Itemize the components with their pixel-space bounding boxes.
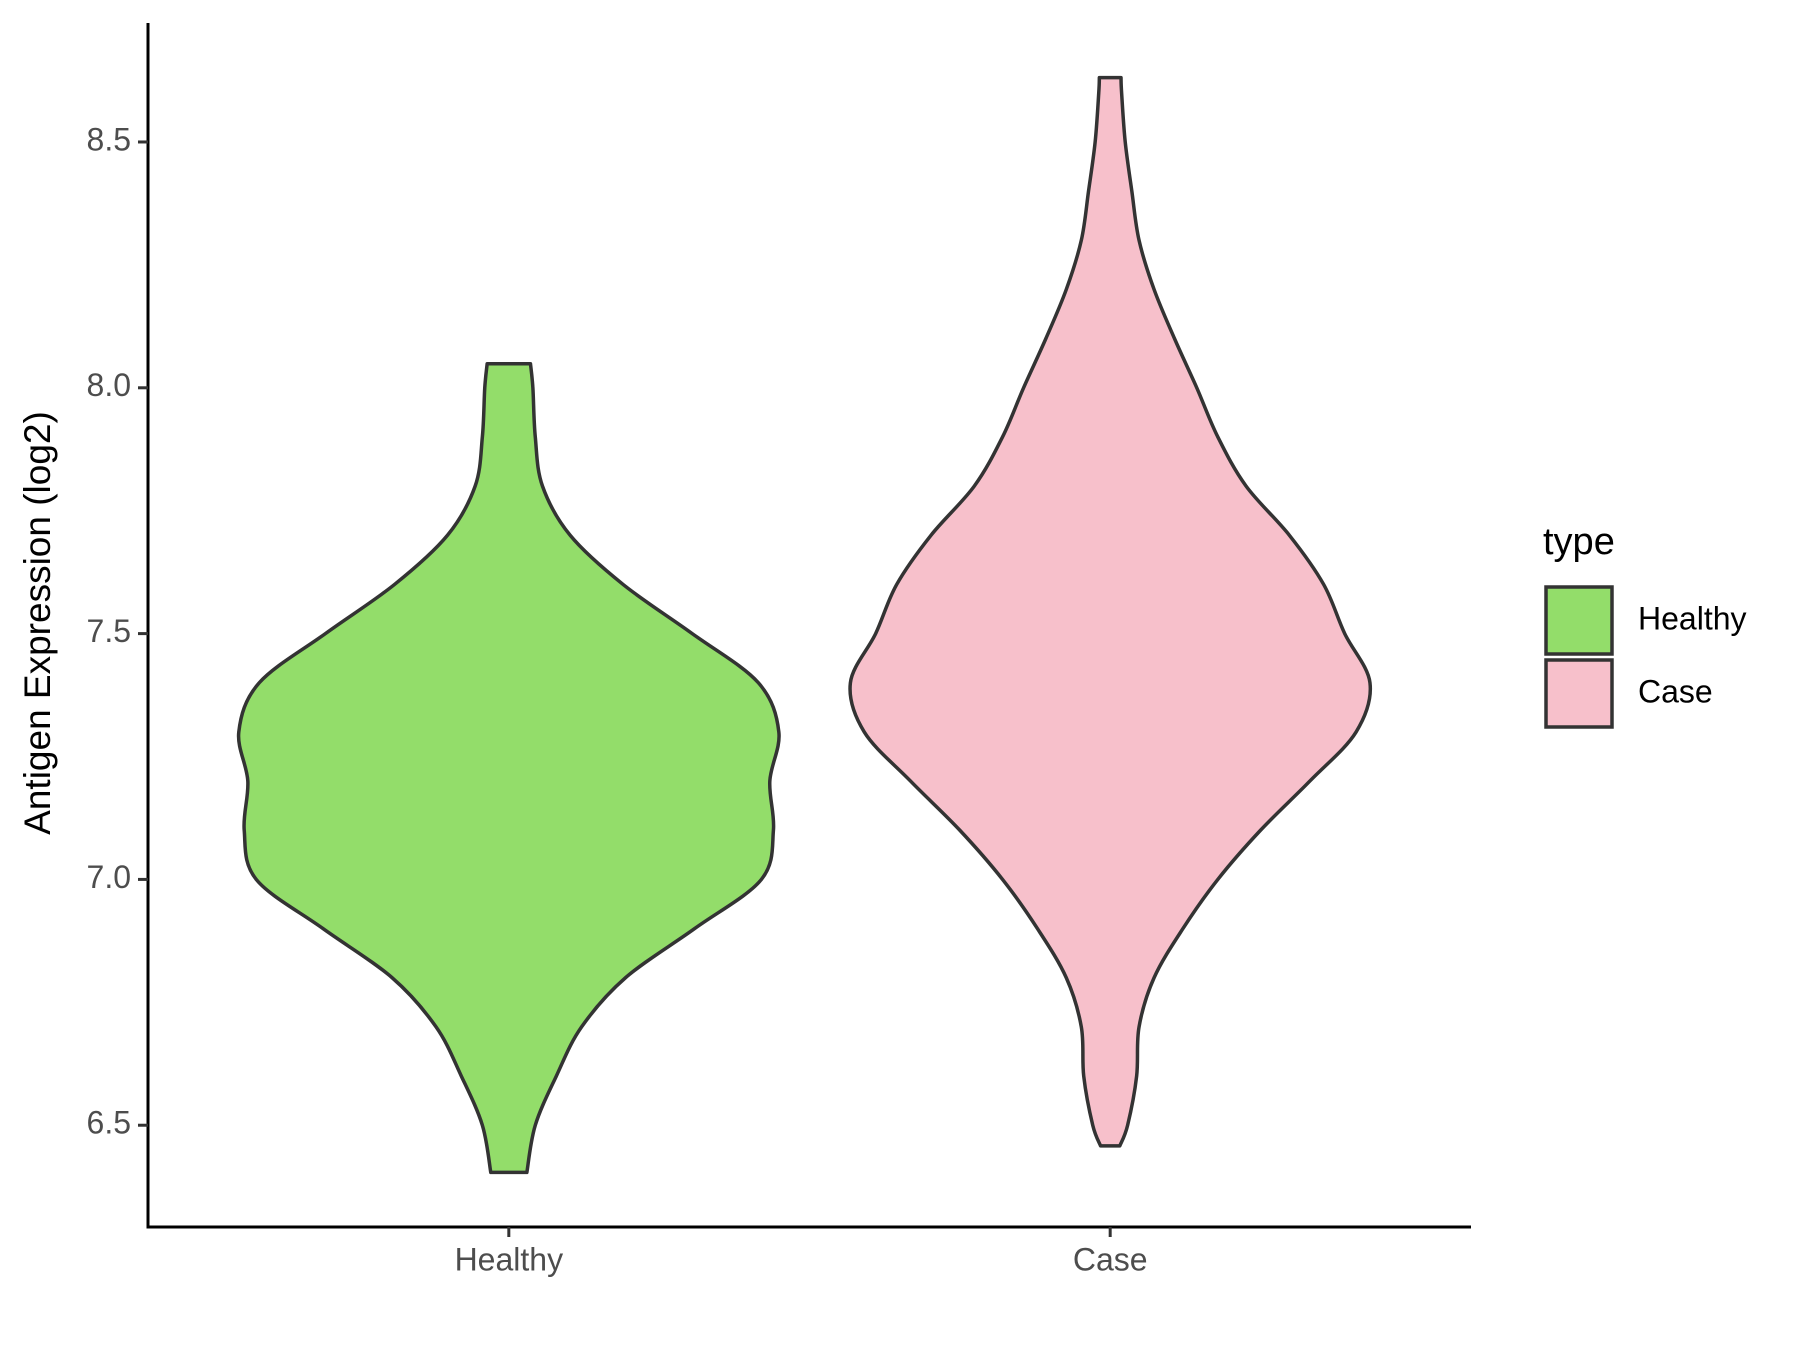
y-tick-label: 7.5 xyxy=(87,613,131,649)
violin xyxy=(848,75,1373,1148)
legend-label: Case xyxy=(1638,673,1713,709)
x-tick-label: Healthy xyxy=(455,1241,564,1277)
y-tick-label: 8.0 xyxy=(87,367,131,403)
x-tick-label: Case xyxy=(1073,1241,1148,1277)
legend-key xyxy=(1544,658,1614,729)
legend-title: type xyxy=(1543,521,1615,563)
legend-label: Healthy xyxy=(1638,600,1747,636)
y-axis-title: Antigen Expression (log2) xyxy=(17,411,58,835)
violin xyxy=(236,361,781,1175)
y-tick-label: 6.5 xyxy=(87,1105,131,1141)
y-tick-label: 7.0 xyxy=(87,859,131,895)
legend-key xyxy=(1544,585,1614,656)
y-tick-label: 8.5 xyxy=(87,121,131,157)
